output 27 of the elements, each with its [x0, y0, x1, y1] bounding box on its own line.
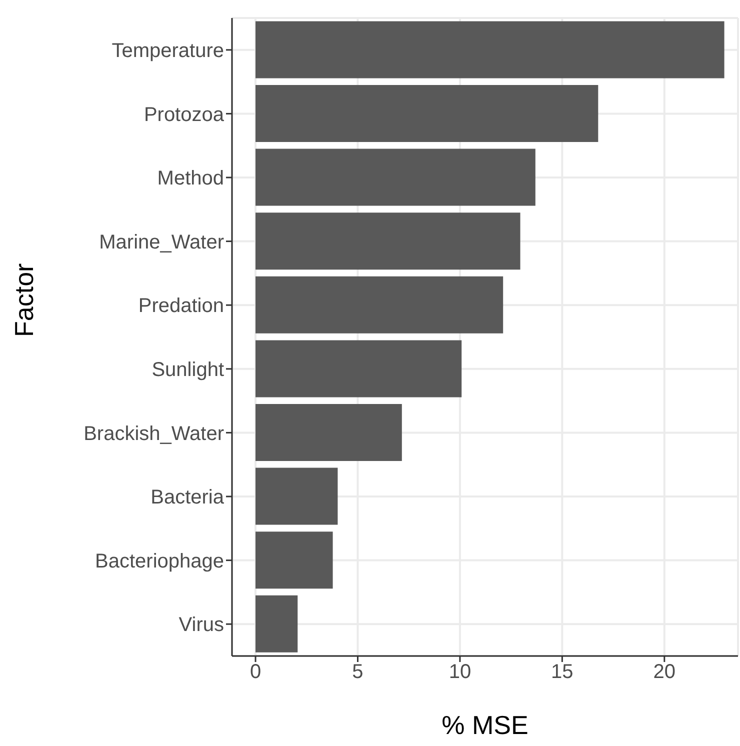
- bar: [256, 340, 462, 398]
- bar: [256, 532, 333, 589]
- x-tick-label: 10: [448, 661, 472, 684]
- y-tick-label: Predation: [138, 295, 224, 318]
- y-tick-label: Method: [157, 168, 224, 190]
- bar: [256, 21, 724, 78]
- bar: [256, 212, 520, 270]
- x-axis-title: % MSE: [442, 710, 528, 740]
- bar: [256, 404, 402, 461]
- y-tick-label: Bacteriophage: [95, 550, 224, 572]
- bar: [256, 595, 298, 652]
- x-tick-label: 5: [352, 661, 364, 684]
- bar: [256, 276, 504, 334]
- y-tick-label: Bacteria: [150, 486, 225, 509]
- y-tick-label: Sunlight: [152, 359, 224, 381]
- y-tick-label: Temperature: [112, 40, 224, 62]
- y-axis-title: Factor: [9, 262, 40, 337]
- y-tick-label: Marine_Water: [99, 231, 224, 254]
- bar: [256, 84, 598, 142]
- y-tick-label: Protozoa: [144, 104, 225, 126]
- y-tick-label: Brackish_Water: [84, 422, 224, 445]
- x-tick-label: 0: [250, 661, 262, 684]
- x-tick-label: 20: [653, 661, 676, 684]
- bar: [256, 148, 536, 206]
- y-tick-label: Virus: [178, 614, 224, 636]
- x-tick-label: 15: [551, 661, 574, 684]
- bar: [256, 468, 338, 525]
